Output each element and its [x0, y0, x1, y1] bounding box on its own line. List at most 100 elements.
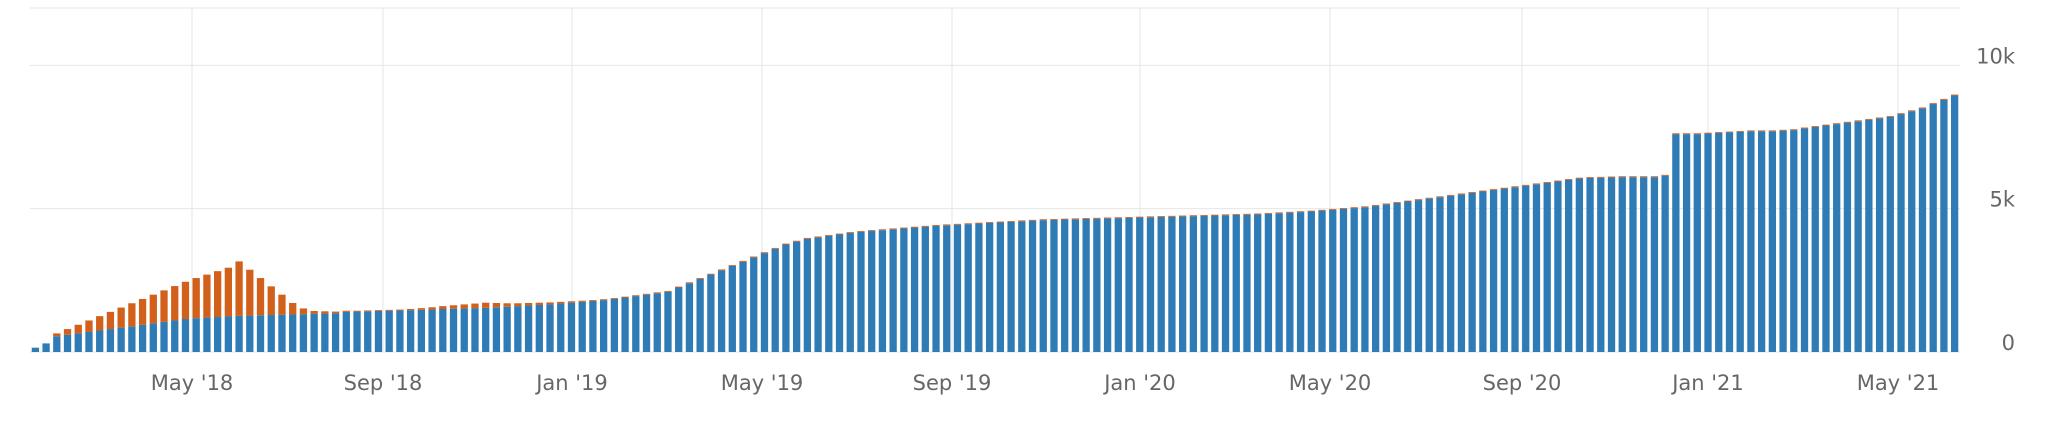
bar-upper-121 [1329, 208, 1337, 210]
bar-upper-166 [1811, 126, 1819, 127]
bar-upper-44 [503, 303, 511, 307]
bar-lower-46 [524, 305, 533, 352]
bar-lower-172 [1875, 118, 1884, 353]
bar-upper-133 [1457, 193, 1466, 195]
bar-upper-110 [1211, 214, 1219, 216]
bar-upper-174 [1897, 113, 1905, 115]
bar-lower-106 [1168, 216, 1176, 352]
bar-lower-102 [1125, 217, 1133, 352]
bar-lower-125 [1371, 205, 1380, 352]
bar-lower-150 [1640, 177, 1648, 352]
bar-upper-130 [1425, 197, 1433, 199]
bar-lower-66 [739, 261, 747, 352]
bar-upper-129 [1414, 199, 1423, 201]
bar-lower-115 [1264, 213, 1273, 352]
x-tick-label: May '20 [1289, 371, 1372, 395]
bar-lower-98 [1082, 218, 1090, 352]
bar-upper-63 [707, 273, 715, 275]
bar-upper-18 [224, 267, 233, 317]
bar-upper-55 [621, 296, 629, 298]
bar-lower-157 [1715, 132, 1723, 352]
bar-lower-105 [1157, 216, 1165, 352]
x-tick-label: May '18 [151, 371, 234, 395]
bar-upper-91 [1007, 220, 1015, 222]
bar-lower-96 [1061, 219, 1069, 352]
bar-upper-102 [1125, 216, 1133, 218]
bar-lower-42 [482, 307, 490, 352]
bar-lower-56 [632, 296, 640, 352]
bar-lower-128 [1404, 201, 1412, 352]
bar-upper-165 [1800, 127, 1809, 129]
bar-upper-101 [1114, 217, 1122, 219]
bar-upper-85 [943, 224, 951, 226]
bar-upper-40 [460, 304, 468, 309]
bar-lower-53 [599, 300, 608, 352]
y-tick-label: 0 [2002, 331, 2015, 355]
bar-upper-42 [482, 302, 490, 308]
bar-upper-93 [1028, 219, 1037, 221]
bar-lower-135 [1479, 191, 1487, 352]
bar-upper-26 [310, 311, 318, 314]
y-tick-label: 10k [1976, 44, 2016, 68]
bar-upper-176 [1918, 107, 1927, 109]
bar-lower-21 [256, 315, 265, 352]
bar-upper-16 [203, 274, 211, 318]
bar-lower-25 [299, 314, 308, 352]
bar-upper-138 [1511, 186, 1519, 188]
bar-lower-159 [1736, 131, 1744, 352]
bar-upper-96 [1061, 218, 1069, 220]
bar-lower-127 [1393, 202, 1401, 352]
bar-upper-124 [1361, 206, 1369, 208]
bar-lower-167 [1822, 125, 1830, 352]
bar-lower-168 [1833, 124, 1841, 352]
bar-lower-9 [128, 326, 136, 352]
bar-lower-173 [1886, 116, 1894, 353]
bar-upper-39 [449, 305, 458, 309]
bar-upper-60 [675, 286, 683, 288]
bar-lower-138 [1511, 187, 1519, 352]
bar-upper-31 [364, 310, 372, 312]
bar-lower-92 [1018, 221, 1026, 352]
bar-lower-62 [696, 278, 704, 352]
bar-upper-143 [1564, 179, 1573, 180]
bar-lower-45 [514, 306, 522, 352]
bar-lower-80 [889, 229, 897, 352]
bar-upper-56 [632, 295, 640, 297]
bar-lower-140 [1532, 184, 1541, 352]
bar-upper-114 [1254, 213, 1262, 215]
bar-lower-52 [589, 300, 597, 352]
bar-lower-35 [406, 310, 415, 352]
bar-upper-62 [696, 278, 704, 279]
bar-lower-67 [750, 257, 758, 352]
bar-lower-69 [771, 248, 779, 352]
bar-lower-82 [910, 227, 919, 352]
bar-upper-2 [53, 333, 61, 337]
bar-upper-157 [1715, 132, 1723, 133]
bar-upper-155 [1693, 133, 1701, 135]
bar-lower-44 [503, 306, 511, 352]
bar-upper-35 [406, 309, 415, 311]
bar-upper-86 [953, 223, 962, 225]
bar-upper-167 [1822, 124, 1830, 126]
bar-lower-160 [1747, 131, 1755, 352]
bar-upper-67 [750, 256, 758, 258]
bar-upper-142 [1554, 180, 1562, 182]
bar-lower-18 [224, 316, 233, 352]
bar-upper-33 [385, 309, 393, 311]
bar-lower-72 [803, 238, 812, 352]
bar-upper-6 [96, 316, 104, 331]
bar-lower-103 [1136, 217, 1144, 352]
bar-upper-122 [1339, 208, 1348, 209]
bar-lower-26 [310, 313, 318, 352]
bar-upper-125 [1371, 204, 1380, 206]
bar-upper-90 [996, 221, 1005, 223]
bar-upper-120 [1318, 209, 1326, 211]
bar-upper-104 [1146, 216, 1155, 218]
bar-upper-146 [1597, 176, 1605, 178]
bar-upper-14 [181, 281, 190, 320]
bar-lower-155 [1693, 134, 1701, 352]
bar-lower-119 [1307, 211, 1315, 352]
bar-lower-57 [642, 294, 651, 352]
